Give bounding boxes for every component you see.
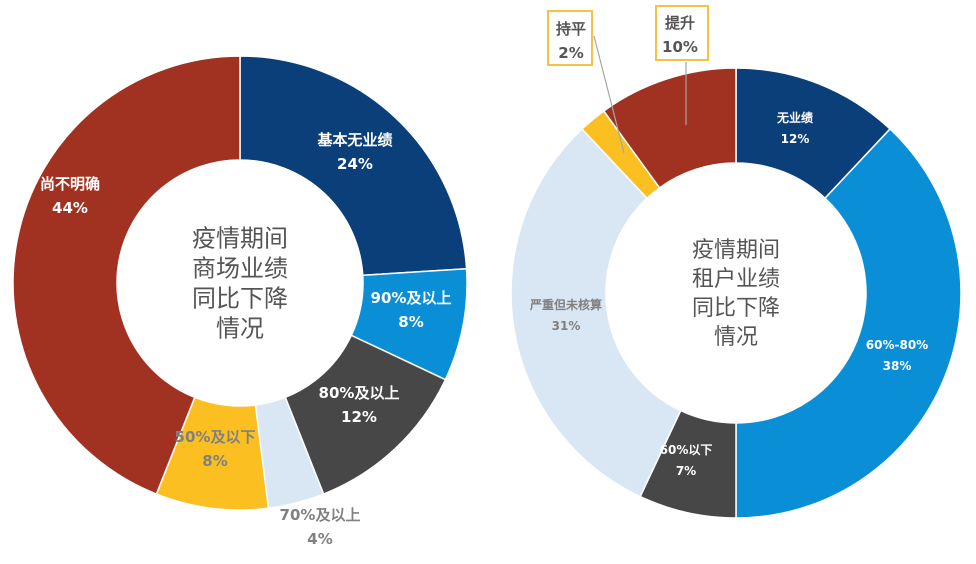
value-label-严重但未核算: 31%	[552, 319, 581, 333]
value-label-尚不明确: 44%	[52, 199, 88, 217]
value-label-基本无业绩: 24%	[337, 155, 373, 173]
label-提升: 提升	[665, 14, 695, 32]
value-label-70及以上: 4%	[307, 530, 332, 548]
center-title-line-2: 商场业绩	[192, 254, 288, 282]
label-尚不明确: 尚不明确	[40, 175, 100, 193]
label-90及以上: 90%及以上	[371, 289, 452, 307]
donut-chart-mall: 基本无业绩 24% 90%及以上 8% 80%及以上 12% 70%及以上 4% 50%及以下 8…	[12, 55, 468, 548]
value-label-90及以上: 8%	[398, 313, 423, 331]
value-label-持平: 2%	[558, 44, 583, 62]
label-60以下: 60%以下	[660, 443, 713, 457]
label-无业绩: 无业绩	[776, 110, 813, 125]
value-label-50及以下: 8%	[202, 452, 227, 470]
donut-chart-tenant: 无业绩 12% 60%-80% 38% 60%以下 7% 严重但未核算 31% 持平 2% 提升 10…	[510, 5, 962, 519]
callout-box-提升	[655, 5, 709, 61]
label-60-80: 60%-80%	[866, 338, 928, 352]
center-title-line-2: 租户业绩	[692, 267, 780, 292]
value-label-60-80: 38%	[883, 359, 912, 373]
center-title-line-1: 疫情期间	[192, 224, 288, 252]
center-title-line-4: 情况	[216, 314, 264, 342]
donut-hole	[606, 163, 866, 423]
leader-line-持平	[593, 35, 625, 154]
center-title-line-4: 情况	[714, 325, 758, 350]
label-基本无业绩: 基本无业绩	[316, 131, 392, 149]
value-label-提升: 10%	[662, 38, 698, 56]
center-title-line-1: 疫情期间	[692, 238, 780, 263]
label-50及以下: 50%及以下	[175, 428, 256, 446]
label-70及以上: 70%及以上	[280, 506, 361, 524]
value-label-60以下: 7%	[676, 464, 696, 478]
label-持平: 持平	[556, 20, 586, 38]
label-80及以上: 80%及以上	[319, 384, 400, 402]
label-严重但未核算: 严重但未核算	[529, 297, 602, 312]
callout-box-持平	[547, 10, 593, 66]
value-label-80及以上: 12%	[341, 408, 377, 426]
donut-hole	[117, 160, 363, 406]
value-label-无业绩: 12%	[781, 132, 810, 146]
center-title-line-3: 同比下降	[692, 296, 780, 321]
center-title-line-3: 同比下降	[192, 284, 288, 312]
